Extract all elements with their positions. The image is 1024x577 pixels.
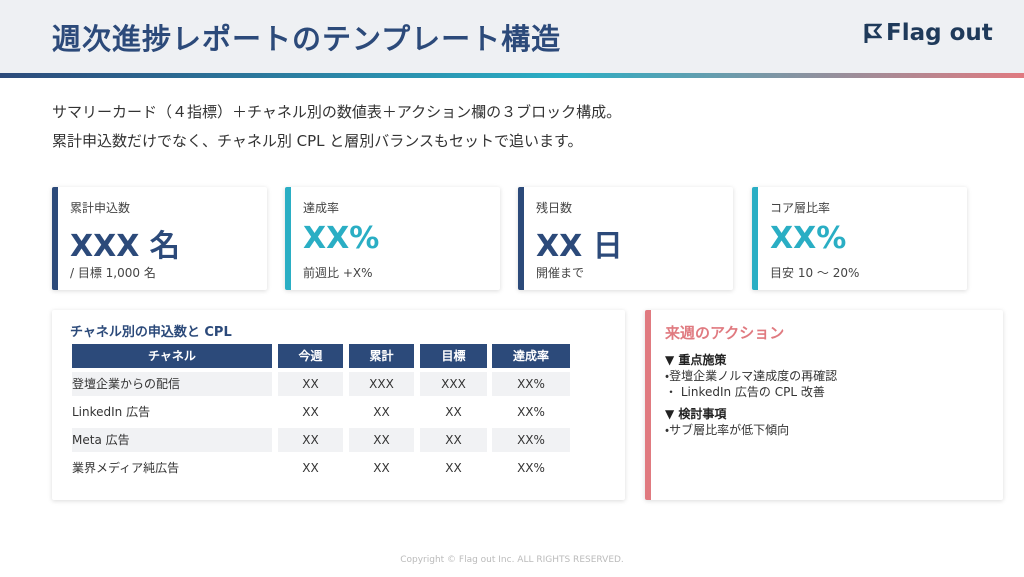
intro-text: 累計申込数だけでなく、チャネル別 CPL と層別バランスもセットで追います。 xyxy=(52,132,583,150)
table-cell: XX% xyxy=(492,428,570,452)
table-cell: XX xyxy=(420,428,487,452)
logo-text: Flag out xyxy=(886,20,993,46)
table-cell: XX xyxy=(445,461,462,475)
logo-flag xyxy=(864,23,882,43)
kpi-label: 達成率 xyxy=(303,201,340,215)
table-header-cell: 累計 xyxy=(349,344,414,368)
kpi-label: 累計申込数 xyxy=(70,201,131,215)
kpi-note: / 目標 1,000 名 xyxy=(70,266,156,280)
action-item: ・登壇企業ノルマ達成度の再確認 xyxy=(665,369,838,383)
table-header-cell: 目標 xyxy=(420,344,487,368)
kpi-value: XXX 名 xyxy=(70,229,180,264)
logo: Flag out xyxy=(864,20,993,46)
table-cell: XX xyxy=(278,428,343,452)
action-title: 来週のアクション xyxy=(665,324,785,342)
table-cell: XX xyxy=(302,461,319,475)
copyright: Copyright © Flag out Inc. ALL RIGHTS RES… xyxy=(400,555,624,565)
kpi-label: 残日数 xyxy=(536,201,573,215)
table-cell: XX xyxy=(373,405,390,419)
slide-title: 週次進捗レポートのテンプレート構造 xyxy=(52,22,562,56)
table-cell: XX xyxy=(349,428,414,452)
kpi-card: 累計申込数 XXX 名 / 目標 1,000 名 xyxy=(52,187,267,290)
kpi-card: 残日数 XX 日開催まで xyxy=(518,187,733,290)
table-cell: XX xyxy=(302,405,319,419)
header-gradient xyxy=(0,73,1024,78)
table-cell: LinkedIn 広告 xyxy=(72,405,151,419)
table-header-cell: 達成率 xyxy=(492,344,570,368)
table-cell: XX% xyxy=(492,372,570,396)
action-panel: 来週のアクション ▼ 重点施策・登壇企業ノルマ達成度の再確認・ LinkedIn … xyxy=(645,310,1003,500)
table-cell: XX xyxy=(445,405,462,419)
table-cell: XXX xyxy=(349,372,414,396)
kpi-value: XX% xyxy=(770,221,847,256)
header-bar xyxy=(0,0,1024,73)
table-cell: 業界メディア純広告 xyxy=(72,461,180,475)
kpi-label: コア層比率 xyxy=(770,201,831,215)
kpi-card: 達成率 XX% 前週比 +X% xyxy=(285,187,500,290)
kpi-card: コア層比率 XX% 目安 10 〜 20% xyxy=(752,187,967,290)
kpi-value: XX% xyxy=(303,221,380,256)
table-cell: XX xyxy=(278,372,343,396)
table-cell: XX% xyxy=(517,405,545,419)
kpi-note: 目安 10 〜 20% xyxy=(770,266,860,280)
action-item: ・ LinkedIn 広告の CPL 改善 xyxy=(665,385,825,399)
table-cell: XXX xyxy=(420,372,487,396)
table-cell: 登壇企業からの配信 xyxy=(72,372,272,396)
table-cell: XX xyxy=(373,461,390,475)
kpi-value: XX 日 xyxy=(536,229,623,264)
action-heading: ▼ 検討事項 xyxy=(665,407,727,421)
table-panel: チャネル別の申込数と CPL チャネル 今週 累計 目標 達成率 登壇企業からの配信 XX XX… xyxy=(52,310,625,500)
action-item: ・サブ層比率が低下傾向 xyxy=(665,423,790,437)
table-title: チャネル別の申込数と CPL xyxy=(70,325,232,340)
table-cell: Meta 広告 xyxy=(72,428,272,452)
kpi-note: 開催まで xyxy=(536,266,585,280)
kpi-note: 前週比 +X% xyxy=(303,266,373,280)
intro-text: サマリーカード（４指標）＋チャネル別の数値表＋アクション欄の３ブロック構成。 xyxy=(52,103,622,121)
action-heading: ▼ 重点施策 xyxy=(665,353,727,367)
table-cell: XX% xyxy=(517,461,545,475)
table-header-cell: 今週 xyxy=(278,344,343,368)
table-header-cell: チャネル xyxy=(72,344,272,368)
